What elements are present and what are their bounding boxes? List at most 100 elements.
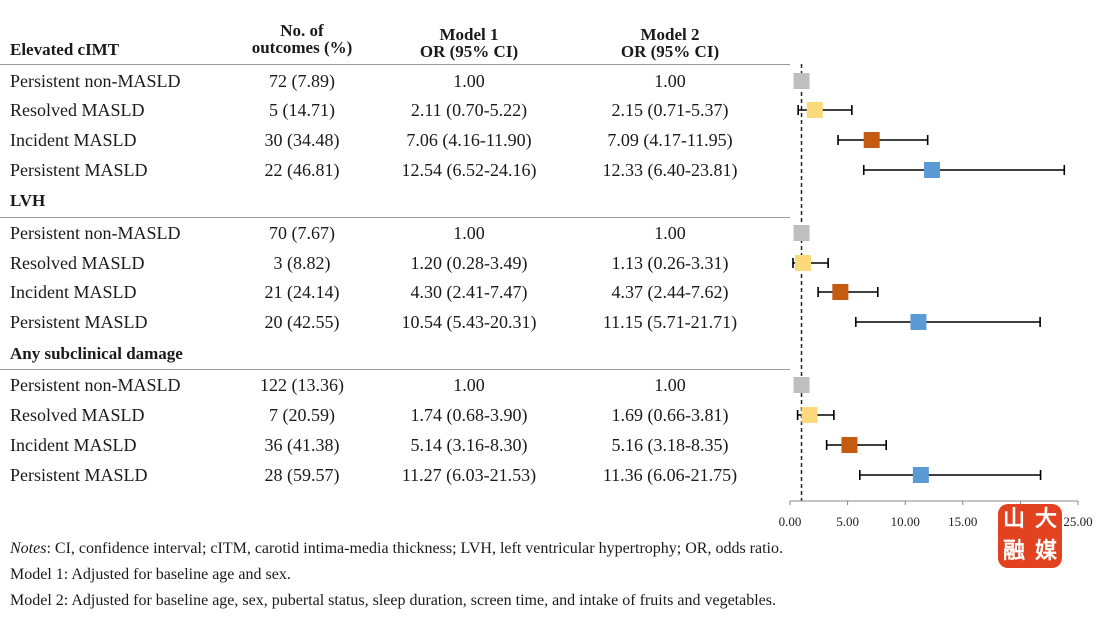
point-estimate-marker xyxy=(806,102,823,118)
notes-line: Notes: CI, confidence interval; cITM, ca… xyxy=(10,540,783,558)
section-divider-lvh xyxy=(0,217,790,218)
row-label: Persistent MASLD xyxy=(10,160,148,180)
table-row: Persistent non-MASLD 70 (7.67) 1.00 1.00 xyxy=(0,219,790,247)
logo-char: 山 xyxy=(1002,507,1025,532)
row-label: Persistent MASLD xyxy=(10,465,148,485)
row-outcomes: 36 (41.38) xyxy=(264,435,340,455)
point-estimate-marker xyxy=(793,377,810,393)
row-outcomes: 7 (20.59) xyxy=(269,405,335,425)
table-row: Incident MASLD 30 (34.48) 7.06 (4.16-11.… xyxy=(0,126,790,154)
row-model2-or: 11.15 (5.71-21.71) xyxy=(602,312,738,332)
row-model2-or: 11.36 (6.06-21.75) xyxy=(602,465,738,485)
row-label: Resolved MASLD xyxy=(10,253,145,273)
x-tick-label: 15.00 xyxy=(948,514,977,529)
table-row: Persistent MASLD 28 (59.57) 11.27 (6.03-… xyxy=(0,461,790,489)
section-title-elevated-cimt: Elevated cIMT xyxy=(10,40,120,59)
row-model1-or: 2.11 (0.70-5.22) xyxy=(410,100,528,120)
table-row: Persistent non-MASLD 122 (13.36) 1.00 1.… xyxy=(0,371,790,399)
point-estimate-marker xyxy=(795,255,812,271)
table-row: Incident MASLD 21 (24.14) 4.30 (2.41-7.4… xyxy=(0,278,790,306)
n-outcomes-header: No. of outcomes (%) xyxy=(232,22,372,56)
model1-note: Model 1: Adjusted for baseline age and s… xyxy=(10,566,291,583)
row-outcomes: 30 (34.48) xyxy=(264,130,340,150)
row-model1-or: 1.00 xyxy=(453,375,485,395)
row-model1-or: 11.27 (6.03-21.53) xyxy=(401,465,537,485)
model1-header-line1: Model 1 xyxy=(439,25,499,44)
row-model1-or: 1.20 (0.28-3.49) xyxy=(410,253,528,273)
table-row: Persistent MASLD 22 (46.81) 12.54 (6.52-… xyxy=(0,156,790,184)
row-outcomes: 22 (46.81) xyxy=(264,160,340,180)
row-outcomes: 21 (24.14) xyxy=(264,282,340,302)
row-model1-or: 1.00 xyxy=(453,223,485,243)
row-label: Persistent non-MASLD xyxy=(10,71,181,91)
model2-note: Model 2: Adjusted for baseline age, sex,… xyxy=(10,592,776,609)
row-model2-or: 2.15 (0.71-5.37) xyxy=(611,100,729,120)
row-label: Incident MASLD xyxy=(10,130,137,150)
model2-header-line1: Model 2 xyxy=(640,25,700,44)
row-outcomes: 70 (7.67) xyxy=(269,223,335,243)
row-model2-or: 1.13 (0.26-3.31) xyxy=(611,253,729,273)
table-row: Resolved MASLD 5 (14.71) 2.11 (0.70-5.22… xyxy=(0,96,790,124)
notes-label: Notes xyxy=(10,540,47,557)
row-model1-or: 7.06 (4.16-11.90) xyxy=(406,130,532,150)
x-tick-label: 5.00 xyxy=(836,514,859,529)
table-row: Resolved MASLD 7 (20.59) 1.74 (0.68-3.90… xyxy=(0,401,790,429)
row-model1-or: 1.00 xyxy=(453,71,485,91)
row-label: Resolved MASLD xyxy=(10,405,145,425)
x-tick-label: 0.00 xyxy=(779,514,802,529)
row-model2-or: 7.09 (4.17-11.95) xyxy=(607,130,733,150)
row-model2-or: 4.37 (2.44-7.62) xyxy=(611,282,729,302)
table-row: Incident MASLD 36 (41.38) 5.14 (3.16-8.3… xyxy=(0,431,790,459)
media-logo: 山 大 融 媒 xyxy=(998,504,1062,568)
table-row: Persistent non-MASLD 72 (7.89) 1.00 1.00 xyxy=(0,67,790,95)
point-estimate-marker xyxy=(910,314,927,330)
point-estimate-marker xyxy=(863,132,880,148)
row-outcomes: 3 (8.82) xyxy=(273,253,331,273)
row-outcomes: 72 (7.89) xyxy=(269,71,335,91)
section-title-lvh: LVH xyxy=(10,191,46,210)
row-outcomes: 28 (59.57) xyxy=(264,465,340,485)
section-divider-any xyxy=(0,369,790,370)
row-model1-or: 4.30 (2.41-7.47) xyxy=(410,282,528,302)
section-title-any-subclinical-damage: Any subclinical damage xyxy=(10,344,183,363)
row-label: Incident MASLD xyxy=(10,435,137,455)
row-model2-or: 1.00 xyxy=(654,223,686,243)
row-model2-or: 1.00 xyxy=(654,71,686,91)
model1-header: Model 1 OR (95% CI) xyxy=(388,26,550,60)
row-label: Resolved MASLD xyxy=(10,100,145,120)
n-outcomes-header-line2: outcomes (%) xyxy=(251,38,353,57)
header-divider xyxy=(0,64,790,65)
table-row: Persistent MASLD 20 (42.55) 10.54 (5.43-… xyxy=(0,308,790,336)
logo-char: 媒 xyxy=(1034,539,1057,564)
point-estimate-marker xyxy=(801,407,818,423)
logo-char: 大 xyxy=(1034,507,1057,532)
point-estimate-marker xyxy=(832,284,849,300)
row-label: Incident MASLD xyxy=(10,282,137,302)
model2-header-line2: OR (95% CI) xyxy=(620,42,720,61)
point-estimate-marker xyxy=(912,467,929,483)
notes-text: : CI, confidence interval; cITM, carotid… xyxy=(46,540,783,557)
point-estimate-marker xyxy=(793,225,810,241)
row-model1-or: 5.14 (3.16-8.30) xyxy=(410,435,528,455)
point-estimate-marker xyxy=(924,162,941,178)
row-label: Persistent MASLD xyxy=(10,312,148,332)
row-model2-or: 12.33 (6.40-23.81) xyxy=(602,160,738,180)
x-tick-label: 10.00 xyxy=(891,514,920,529)
row-model2-or: 1.69 (0.66-3.81) xyxy=(611,405,729,425)
row-model1-or: 12.54 (6.52-24.16) xyxy=(401,160,537,180)
row-label: Persistent non-MASLD xyxy=(10,375,181,395)
model2-header: Model 2 OR (95% CI) xyxy=(588,26,752,60)
row-label: Persistent non-MASLD xyxy=(10,223,181,243)
model1-header-line2: OR (95% CI) xyxy=(419,42,519,61)
row-model2-or: 1.00 xyxy=(654,375,686,395)
row-model1-or: 1.74 (0.68-3.90) xyxy=(410,405,528,425)
table-row: Resolved MASLD 3 (8.82) 1.20 (0.28-3.49)… xyxy=(0,249,790,277)
n-outcomes-header-line1: No. of xyxy=(280,21,324,40)
point-estimate-marker xyxy=(841,437,858,453)
point-estimate-marker xyxy=(793,73,810,89)
x-tick-label: 25.00 xyxy=(1063,514,1092,529)
row-outcomes: 20 (42.55) xyxy=(264,312,340,332)
logo-char: 融 xyxy=(1002,539,1025,564)
row-model2-or: 5.16 (3.18-8.35) xyxy=(611,435,729,455)
